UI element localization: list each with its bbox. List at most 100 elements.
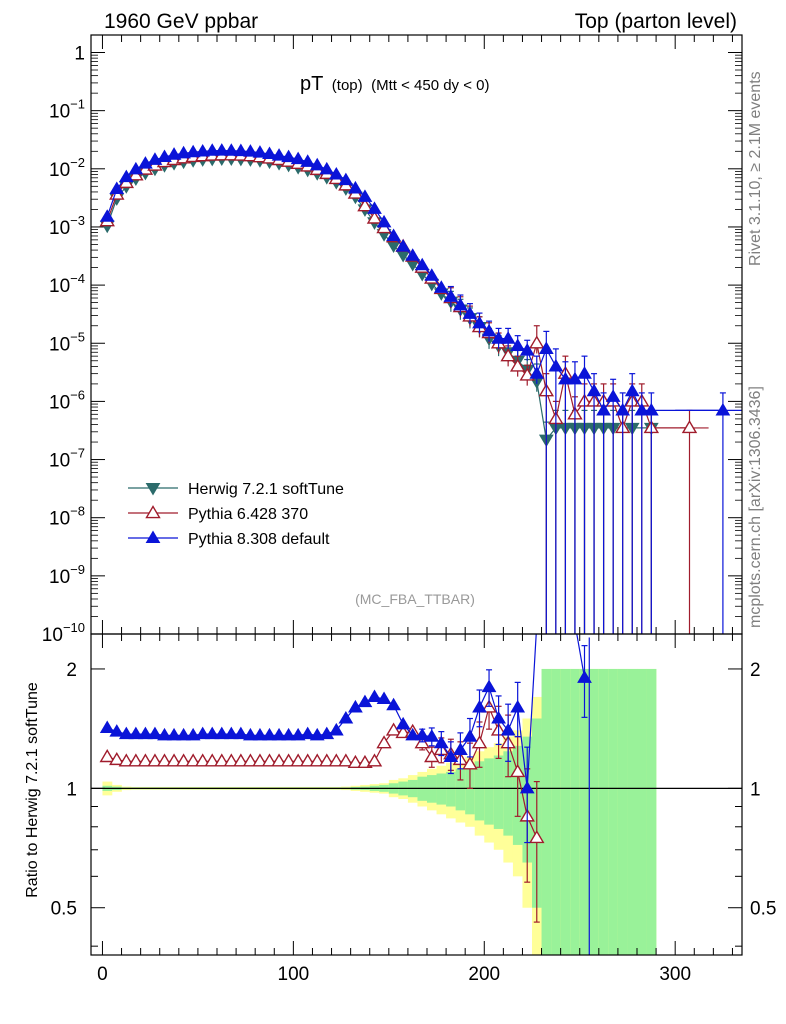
main-ytick-label: 10−8 — [49, 504, 85, 530]
ratio-marker-pythia8 — [405, 727, 421, 741]
ratio-marker-pythia8 — [252, 727, 268, 741]
plot-title-sub2: (Mtt < 450 dy < 0) — [371, 77, 489, 94]
legend-label: Pythia 8.308 default — [188, 531, 330, 548]
marker-pythia8 — [252, 145, 268, 158]
marker-pythia8 — [262, 146, 277, 160]
main-series-layer — [99, 143, 742, 634]
main-ytick-exp: −2 — [70, 155, 85, 170]
ratio-axis-label: Ratio to Herwig 7.2.1 softTune — [24, 682, 41, 898]
ratio-marker-pythia6 — [233, 753, 249, 767]
main-ytick-label: 1 — [74, 44, 85, 65]
marker-pythia8 — [634, 402, 650, 416]
ratio-marker-pythia6 — [424, 749, 440, 763]
ratio-marker-pythia8 — [243, 727, 258, 741]
ratio-marker-pythia8 — [233, 726, 249, 740]
band-inner-bin — [465, 765, 476, 815]
ratio-marker-pythia6 — [261, 753, 278, 767]
marker-pythia8 — [138, 156, 153, 169]
legend-label: Pythia 6.428 370 — [188, 506, 308, 523]
band-inner-bin — [627, 668, 638, 955]
main-ytick-label: 10−7 — [49, 446, 85, 472]
marker-pythia8 — [462, 306, 478, 319]
main-ytick-exp: −6 — [70, 387, 85, 402]
ratio-marker-pythia6 — [271, 753, 287, 767]
ratio-marker-pythia8 — [281, 727, 296, 741]
ratio-marker-pythia6 — [175, 753, 192, 767]
xtick-label: 200 — [468, 964, 500, 985]
legend-marker — [145, 530, 161, 544]
main-ytick-label: 10−9 — [49, 562, 85, 588]
xtick-label: 100 — [278, 964, 310, 985]
ratio-marker-pythia6 — [204, 753, 220, 767]
main-ytick-exp: −10 — [63, 620, 85, 635]
ratio-marker-pythia8 — [433, 735, 449, 749]
header-right: Top (parton level) — [575, 10, 737, 33]
plot-title-sub1: (top) — [332, 77, 363, 94]
marker-pythia8 — [433, 280, 449, 293]
main-ytick-base: 10 — [49, 102, 70, 123]
band-inner-bin — [474, 761, 485, 821]
marker-pythia8 — [558, 371, 573, 385]
marker-pythia8 — [195, 143, 211, 157]
ratio-marker-pythia8 — [223, 726, 239, 740]
marker-pythia8 — [300, 154, 316, 167]
ratio-ytick-label: 2 — [66, 660, 77, 681]
ratio-marker-pythia6 — [328, 753, 345, 767]
ratio-marker-pythia6 — [366, 753, 383, 767]
ratio-marker-pythia8 — [328, 722, 344, 736]
main-ytick-base: 1 — [74, 44, 85, 65]
ratio-marker-pythia8 — [138, 726, 153, 740]
marker-pythia8 — [376, 214, 392, 228]
ratio-marker-pythia8 — [338, 711, 354, 724]
ratio-marker-pythia8 — [577, 670, 592, 683]
ratio-axis-ticks: 0.5 0.5 1 1 2 2 0 100 200 300 — [51, 634, 776, 985]
main-ytick-base: 10 — [49, 218, 70, 239]
plot-title-main: pT — [300, 73, 323, 95]
marker-pythia8 — [271, 148, 287, 161]
ratio-ytick-label: 1 — [66, 779, 77, 800]
marker-pythia8 — [510, 338, 526, 351]
main-ytick-exp: −4 — [70, 271, 85, 286]
main-ytick-exp: −9 — [70, 562, 85, 577]
legend-label: Herwig 7.2.1 softTune — [188, 481, 344, 498]
main-ytick-exp: −3 — [70, 213, 85, 228]
main-ytick-base: 10 — [49, 334, 70, 355]
ratio-marker-pythia6 — [309, 753, 325, 767]
ratio-marker-pythia6 — [376, 735, 392, 749]
legend-item-herwig: Herwig 7.2.1 softTune — [128, 481, 344, 498]
marker-pythia6 — [500, 348, 516, 362]
ratio-marker-pythia8 — [271, 727, 287, 741]
analysis-tag: (MC_FBA_TTBAR) — [355, 591, 475, 607]
ratio-marker-pythia8 — [386, 697, 401, 711]
ratio-marker-pythia8 — [424, 729, 440, 742]
ratio-marker-pythia8 — [414, 727, 430, 741]
band-inner-bin — [560, 668, 571, 955]
ratio-marker-pythia8 — [300, 726, 316, 740]
ratio-marker-pythia8 — [453, 742, 468, 755]
main-ytick-base: 10 — [49, 567, 70, 588]
marker-pythia8 — [481, 323, 497, 337]
marker-pythia6 — [357, 198, 373, 212]
ratio-marker-pythia6 — [462, 756, 478, 770]
ratio-series-pythia6 — [99, 687, 545, 923]
ratio-marker-pythia6 — [242, 753, 259, 767]
band-inner-bin — [446, 771, 456, 807]
marker-pythia8 — [309, 157, 325, 171]
ratio-marker-pythia6 — [529, 830, 545, 844]
main-ytick-exp: −5 — [70, 329, 85, 344]
ratio-marker-pythia8 — [262, 727, 277, 741]
main-ytick-base: 10 — [49, 392, 70, 413]
ratio-marker-pythia8 — [319, 726, 335, 740]
marker-pythia6 — [509, 358, 526, 372]
header-left: 1960 GeV ppbar — [104, 10, 258, 33]
marker-pythia8 — [99, 209, 115, 222]
main-ytick-base: 10 — [49, 276, 70, 297]
ratio-marker-pythia6 — [347, 754, 364, 769]
ratio-marker-pythia6 — [109, 751, 125, 766]
ratio-ytick-label-right: 0.5 — [750, 899, 776, 920]
ratio-marker-pythia8 — [376, 691, 392, 705]
marker-pythia8 — [290, 151, 306, 165]
band-inner-bin — [579, 668, 590, 955]
ratio-marker-pythia8 — [491, 711, 506, 724]
legend: Herwig 7.2.1 softTune Pythia 6.428 370 Pyt… — [128, 481, 344, 548]
